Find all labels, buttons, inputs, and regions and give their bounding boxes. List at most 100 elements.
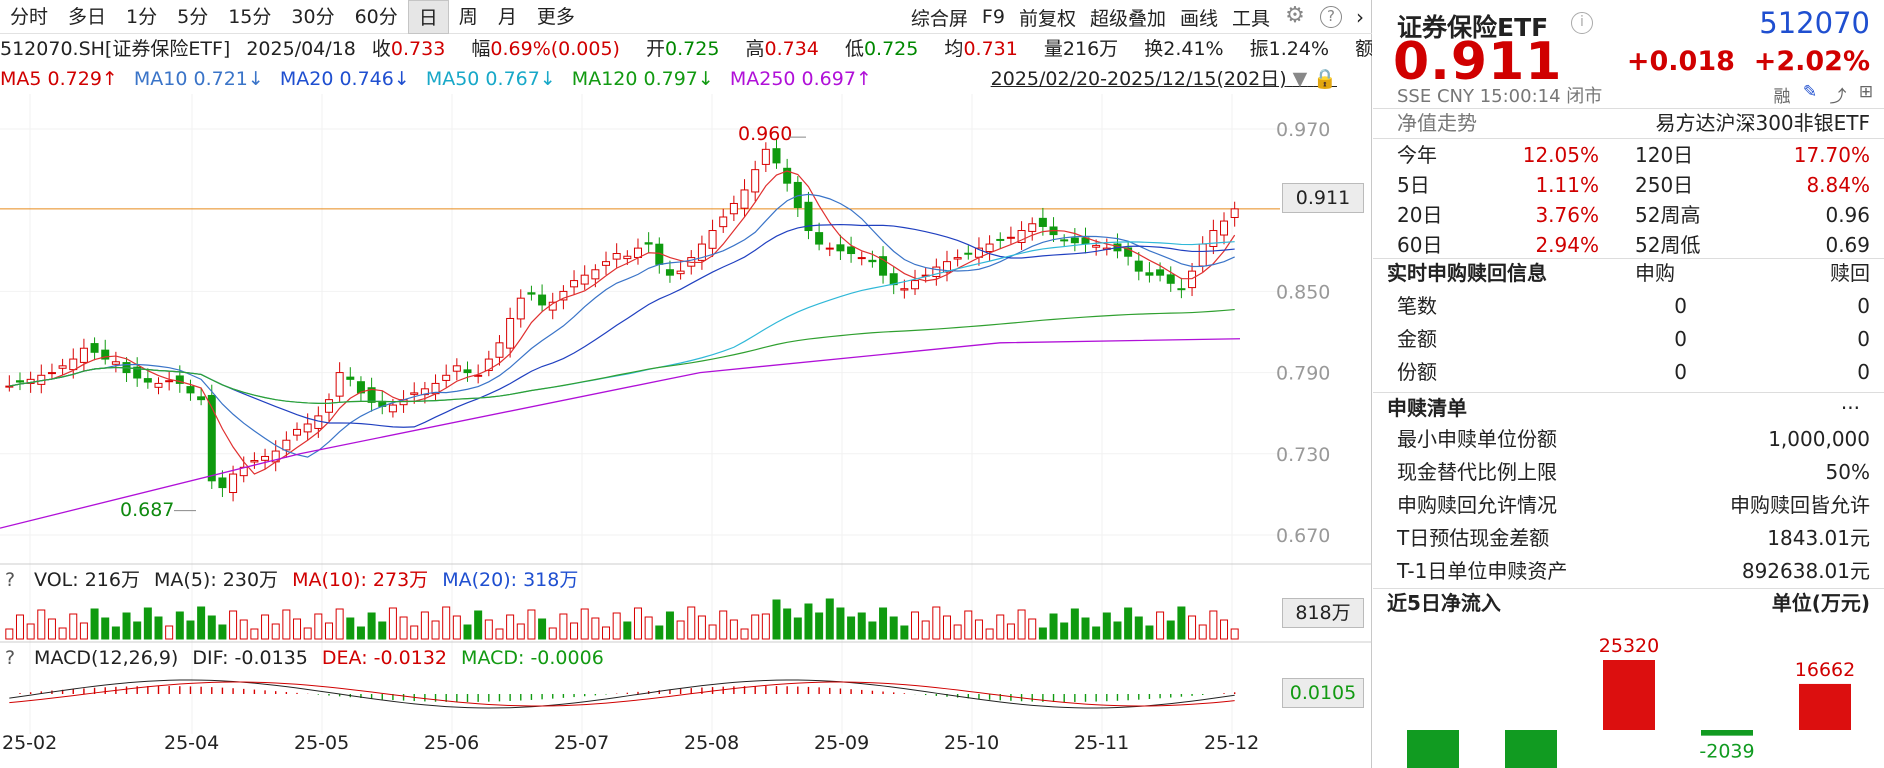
list-row: 最小申赎单位份额 1,000,000	[1373, 424, 1884, 454]
candle-body	[911, 280, 920, 290]
volume-bar	[836, 607, 845, 640]
vol-ma5-legend: MA(5): 230万	[154, 569, 279, 591]
tab-5[interactable]: 30分	[291, 6, 335, 28]
tab-7[interactable]: 日	[407, 0, 449, 34]
gear-icon[interactable]: ⚙	[1285, 3, 1305, 28]
candle-body	[1092, 244, 1101, 248]
volume-bar	[218, 624, 227, 640]
tool-tools[interactable]: 工具	[1231, 7, 1270, 30]
volume-bar	[516, 623, 525, 640]
tab-3[interactable]: 5分	[177, 6, 209, 28]
volume-bar	[591, 617, 600, 640]
tool-f9[interactable]: F9	[981, 6, 1005, 28]
edit-icon[interactable]: ✎	[1802, 82, 1818, 102]
candle-body	[580, 274, 589, 285]
share-icon[interactable]: ⤴	[1829, 87, 1847, 107]
macd-title: MACD(12,26,9)	[34, 647, 179, 669]
candle-body	[665, 269, 674, 276]
tab-6[interactable]: 60分	[354, 6, 398, 28]
volume-bar	[623, 621, 632, 640]
tab-4[interactable]: 15分	[228, 6, 272, 28]
volume-bar	[133, 621, 142, 640]
tab-2[interactable]: 1分	[126, 6, 158, 28]
tool-composite[interactable]: 综合屏	[910, 7, 968, 30]
stat-key: 5日	[1397, 173, 1430, 197]
candle-body	[1230, 208, 1239, 218]
candle-body	[1188, 270, 1197, 289]
low-label: 低	[844, 38, 864, 60]
candle-body	[761, 148, 770, 165]
macd-marker: 0.0105	[1282, 678, 1364, 708]
volume-bar	[69, 613, 78, 640]
sub-value: 0	[1674, 327, 1687, 351]
candle-body	[964, 252, 973, 255]
list-row: T-1日单位申赎资产 892638.01元	[1373, 556, 1884, 586]
volume-bar	[751, 614, 760, 640]
x-tick-label: 25-05	[294, 732, 350, 754]
dea-line	[9, 681, 1235, 707]
candle-body	[1145, 272, 1154, 276]
stat-value: 1.11%	[1535, 173, 1599, 197]
high-value: 0.734	[764, 38, 819, 60]
tab-8[interactable]: 周	[458, 6, 478, 28]
margin-badge[interactable]: 融	[1773, 87, 1791, 107]
x-tick-label: 25-02	[2, 732, 58, 754]
candle-body	[261, 455, 270, 461]
stat-key: 52周高	[1635, 203, 1701, 227]
expand-icon[interactable]: ⊞	[1858, 82, 1874, 102]
divider	[1373, 138, 1884, 139]
volume-bar	[335, 608, 344, 640]
ma10-legend: MA10 0.721↓	[133, 68, 264, 90]
date-range-selector[interactable]: 2025/02/20-2025/12/15(202日) ▼ 🔒	[991, 64, 1337, 94]
tab-1[interactable]: 多日	[68, 6, 107, 28]
candle-body	[889, 273, 898, 286]
flow-label: -2039	[1699, 741, 1754, 763]
volume-bar	[1124, 607, 1133, 640]
candlestick-chart[interactable]: 0.970 0.850 0.790 0.730 0.670 0.960 0.687	[0, 94, 1372, 734]
flow-bar	[1407, 730, 1459, 768]
volume-bar	[847, 616, 856, 640]
candle-body	[314, 415, 323, 429]
tool-draw[interactable]: 画线	[1179, 7, 1218, 30]
volume-bar	[122, 612, 131, 640]
tool-overlay[interactable]: 超级叠加	[1089, 7, 1166, 30]
candle-body	[1156, 269, 1165, 276]
info-icon[interactable]: i	[1571, 12, 1593, 34]
list-row: 现金替代比例上限 50%	[1373, 457, 1884, 487]
volume-bar	[665, 611, 674, 640]
realtime-row: 金额 0 0	[1373, 324, 1884, 354]
dif-line	[9, 679, 1235, 709]
candle-body	[996, 238, 1005, 241]
nav-row[interactable]: 净值走势 易方达沪深300非银ETF	[1373, 108, 1884, 138]
red-value: 0	[1857, 294, 1870, 318]
help-icon[interactable]: ?	[4, 647, 16, 669]
volume-bar	[697, 615, 706, 640]
volume-bar	[420, 611, 429, 640]
lock-icon[interactable]: 🔒	[1313, 68, 1337, 90]
candle-body	[1209, 230, 1218, 247]
quote-date: 2025/04/18	[246, 38, 356, 60]
volume-bar	[346, 617, 355, 640]
help-icon[interactable]: ?	[1320, 6, 1342, 28]
sub-col-header: 申购	[1635, 261, 1675, 285]
volume-bar	[761, 613, 770, 640]
candle-body	[1006, 236, 1015, 239]
candle-body	[676, 270, 685, 275]
tab-9[interactable]: 月	[497, 6, 517, 28]
more-button[interactable]: ···	[1840, 396, 1860, 420]
volume-bar	[1134, 616, 1143, 640]
tab-0[interactable]: 分时	[10, 6, 49, 28]
help-icon[interactable]: ?	[4, 569, 16, 591]
sub-value: 0	[1674, 360, 1687, 384]
tab-10[interactable]: 更多	[536, 6, 575, 28]
candle-body	[218, 477, 227, 489]
ma10-line	[9, 193, 1235, 458]
chevron-right-icon[interactable]: ›	[1356, 5, 1364, 29]
volume-bar	[26, 623, 35, 640]
volume-bar	[90, 608, 99, 640]
current-price-marker: 0.911	[1282, 183, 1364, 213]
stat-value: 0.96	[1825, 203, 1870, 227]
row-value: 892638.01元	[1741, 559, 1870, 583]
tool-fq[interactable]: 前复权	[1018, 7, 1076, 30]
volume-bar	[1230, 628, 1239, 640]
